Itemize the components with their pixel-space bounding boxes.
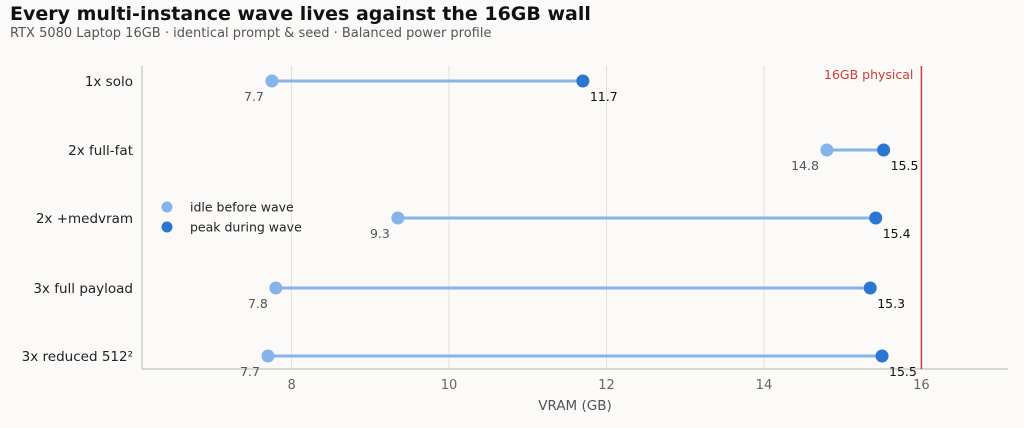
idle-value-label: 7.7 [244, 89, 264, 104]
idle-point [261, 349, 275, 363]
legend-label: peak during wave [190, 220, 302, 235]
x-tick-label: 14 [756, 378, 773, 393]
idle-value-label: 14.8 [791, 158, 819, 173]
peak-point [576, 74, 590, 88]
chart-labels: 1x solo 2x full-fat 2x +medvram 3x full pay… [22, 74, 919, 379]
idle-value-label: 7.8 [248, 296, 268, 311]
idle-point [820, 143, 834, 157]
reference-line-label: 16GB physical [824, 67, 913, 82]
idle-point [265, 74, 279, 88]
category-label: 1x solo [85, 74, 133, 90]
axes: 8 10 12 14 16 VRAM (GB) [141, 66, 1008, 414]
peak-value-label: 15.5 [889, 364, 917, 379]
legend-marker [161, 221, 173, 233]
x-axis-title: VRAM (GB) [538, 398, 612, 414]
x-tick-label: 8 [287, 378, 295, 393]
category-label: 3x full payload [33, 281, 133, 297]
category-label: 2x full-fat [68, 143, 133, 159]
category-label: 2x +medvram [36, 211, 133, 227]
idle-value-label: 7.7 [240, 364, 260, 379]
x-tick-label: 12 [598, 378, 615, 393]
legend: idle before wave peak during wave [161, 200, 302, 235]
chart-marks [261, 74, 891, 363]
chart-subtitle: RTX 5080 Laptop 16GB · identical prompt … [10, 26, 492, 41]
peak-point [877, 143, 891, 157]
idle-point [269, 281, 283, 295]
x-tick-label: 10 [441, 378, 458, 393]
legend-label: idle before wave [190, 200, 294, 215]
peak-value-label: 11.7 [590, 89, 618, 104]
legend-marker [161, 201, 173, 213]
x-tick-label: 16 [913, 378, 930, 393]
peak-value-label: 15.4 [883, 226, 911, 241]
chart-title: Every multi-instance wave lives against … [10, 3, 591, 25]
peak-point [869, 211, 883, 225]
category-label: 3x reduced 512² [22, 349, 133, 365]
peak-point [875, 349, 889, 363]
peak-point [863, 281, 877, 295]
idle-value-label: 9.3 [370, 226, 390, 241]
idle-point [391, 211, 405, 225]
peak-value-label: 15.3 [877, 296, 905, 311]
reference-line-group: 16GB physical [824, 66, 923, 369]
peak-value-label: 15.5 [891, 158, 919, 173]
